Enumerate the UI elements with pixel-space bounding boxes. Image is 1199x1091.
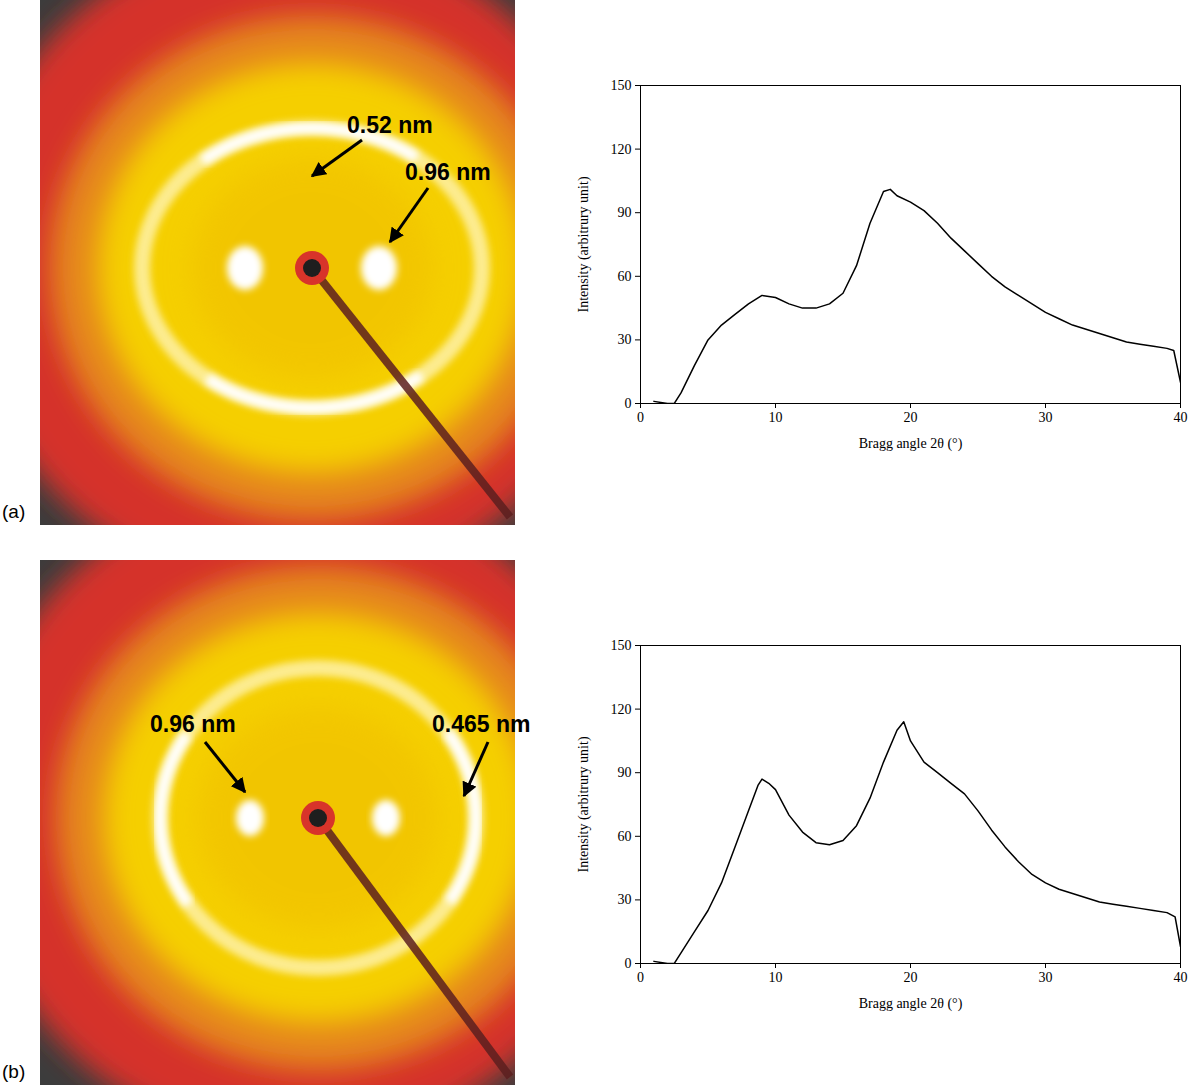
- svg-text:40: 40: [1174, 410, 1188, 425]
- svg-text:60: 60: [618, 829, 632, 844]
- svg-text:20: 20: [904, 970, 918, 985]
- svg-text:0.96 nm: 0.96 nm: [150, 711, 236, 737]
- svg-text:0.52 nm: 0.52 nm: [347, 112, 433, 138]
- svg-text:150: 150: [611, 78, 632, 93]
- svg-text:Intensity (arbitrury unit): Intensity (arbitrury unit): [576, 736, 592, 872]
- svg-text:0: 0: [637, 970, 644, 985]
- svg-text:30: 30: [1039, 410, 1053, 425]
- svg-text:0: 0: [625, 956, 632, 971]
- svg-text:90: 90: [618, 205, 632, 220]
- svg-text:30: 30: [1039, 970, 1053, 985]
- svg-text:0.465 nm: 0.465 nm: [432, 711, 530, 737]
- svg-text:Intensity (arbitrury unit): Intensity (arbitrury unit): [576, 176, 592, 312]
- svg-text:0: 0: [625, 396, 632, 411]
- svg-text:120: 120: [611, 142, 632, 157]
- svg-text:0: 0: [637, 410, 644, 425]
- svg-text:Bragg angle 2θ (°): Bragg angle 2θ (°): [859, 436, 963, 452]
- svg-text:40: 40: [1174, 970, 1188, 985]
- svg-text:0.96 nm: 0.96 nm: [405, 159, 491, 185]
- svg-text:(a): (a): [2, 501, 25, 522]
- svg-text:10: 10: [769, 410, 783, 425]
- svg-text:120: 120: [611, 702, 632, 717]
- svg-text:20: 20: [904, 410, 918, 425]
- svg-text:30: 30: [618, 892, 632, 907]
- svg-text:60: 60: [618, 269, 632, 284]
- svg-text:Bragg angle 2θ (°): Bragg angle 2θ (°): [859, 996, 963, 1012]
- svg-text:30: 30: [618, 332, 632, 347]
- svg-text:90: 90: [618, 765, 632, 780]
- svg-text:(b): (b): [2, 1061, 25, 1082]
- svg-text:10: 10: [769, 970, 783, 985]
- svg-text:150: 150: [611, 638, 632, 653]
